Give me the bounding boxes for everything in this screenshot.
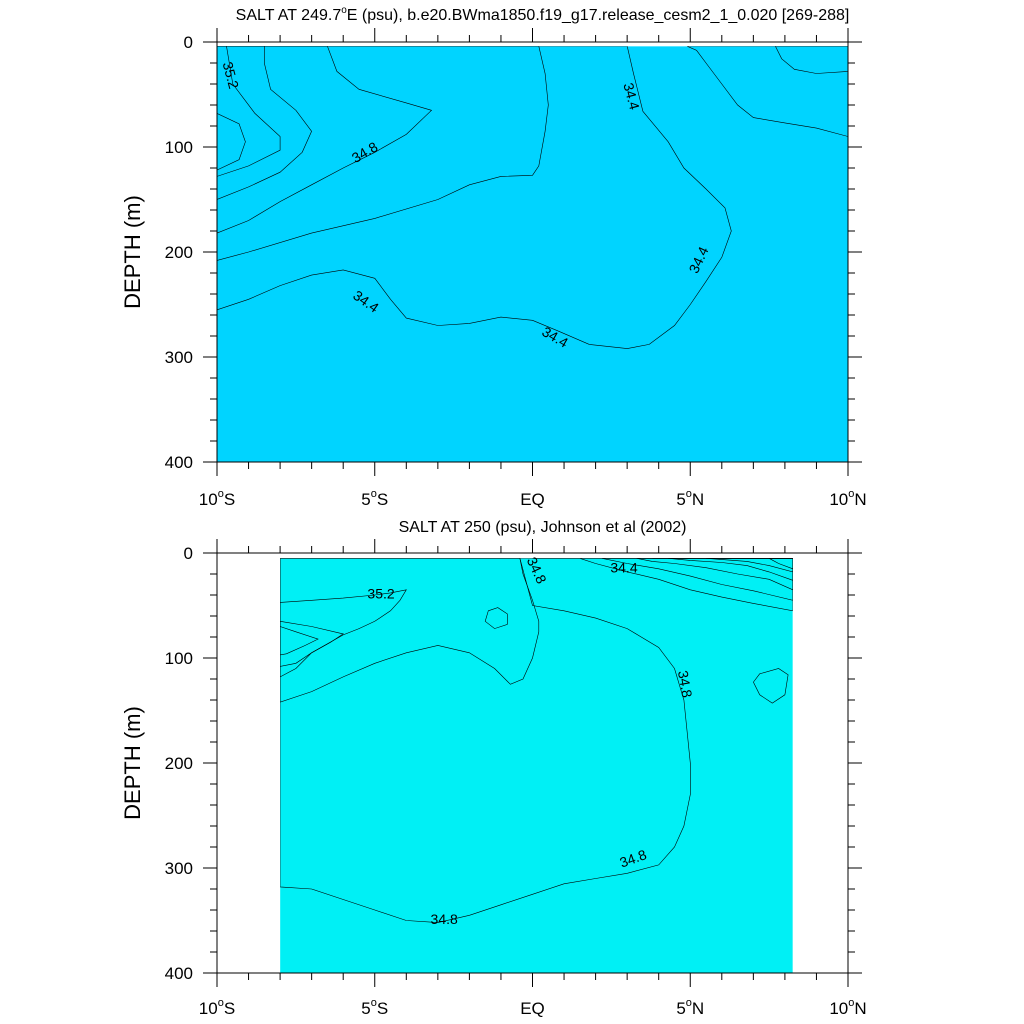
contour-region	[217, 113, 246, 171]
contour-region	[280, 626, 319, 656]
chart-panel-2: 35.234.8 34.434.834.834.8010020030040010o…	[120, 519, 867, 1018]
background-fill	[217, 46, 848, 462]
y-tick-label: 100	[165, 649, 193, 668]
x-tick-label: 5oS	[361, 997, 388, 1018]
contour-region	[280, 558, 540, 703]
contour-label: 34.8	[431, 911, 458, 927]
contour-region	[280, 558, 691, 923]
x-tick-label: 10oN	[829, 997, 866, 1018]
y-tick-label: 200	[165, 754, 193, 773]
contour-region	[668, 558, 793, 581]
contour-region	[217, 46, 312, 200]
contour-region	[686, 46, 848, 137]
contour-label: 35.2	[220, 60, 243, 91]
chart-panel-1: 35.234.834.434.434.434.4010020030040010o…	[120, 5, 867, 509]
x-tick-label: 5oS	[361, 488, 388, 509]
y-axis-label: DEPTH (m)	[120, 195, 145, 309]
y-tick-label: 300	[165, 348, 193, 367]
contour-label: 34.4	[620, 81, 643, 112]
contour-label: 34.8	[675, 669, 696, 699]
contour-fills	[280, 558, 793, 973]
contour-region	[768, 558, 793, 570]
y-axis-label: DEPTH (m)	[120, 706, 145, 820]
background-fill	[280, 558, 793, 973]
x-tick-label: 10oN	[829, 488, 866, 509]
contour-region	[532, 558, 793, 612]
contour-region	[217, 46, 732, 349]
contour-region	[217, 46, 281, 177]
x-tick-label: 5oN	[676, 997, 704, 1018]
contour-fills	[217, 46, 848, 462]
contour-region	[775, 46, 848, 74]
contour-region	[280, 589, 407, 678]
contour-region	[636, 558, 793, 591]
contour-region	[217, 46, 549, 261]
contour-label: 34.4	[610, 559, 637, 575]
contour-label: 35.2	[367, 586, 394, 602]
chart-title: SALT AT 250 (psu), Johnson et al (2002)	[399, 519, 687, 536]
y-tick-label: 300	[165, 859, 193, 878]
contour-region	[484, 607, 508, 629]
y-tick-label: 400	[165, 964, 193, 983]
x-tick-label: EQ	[520, 490, 545, 509]
contour-region	[217, 46, 433, 234]
contour-region	[280, 620, 344, 667]
chart-title: SALT AT 249.7oE (psu), b.e20.BWma1850.f1…	[236, 5, 850, 24]
y-tick-label: 400	[165, 453, 193, 472]
contour-region	[601, 558, 793, 601]
closed-contour	[753, 668, 789, 704]
x-tick-label: 5oN	[676, 488, 704, 509]
x-tick-label: EQ	[520, 999, 545, 1018]
x-tick-label: 10oS	[199, 488, 235, 509]
y-tick-label: 200	[165, 243, 193, 262]
x-tick-label: 10oS	[199, 997, 235, 1018]
y-tick-label: 0	[184, 33, 193, 52]
y-tick-label: 0	[184, 544, 193, 563]
y-tick-label: 100	[165, 138, 193, 157]
